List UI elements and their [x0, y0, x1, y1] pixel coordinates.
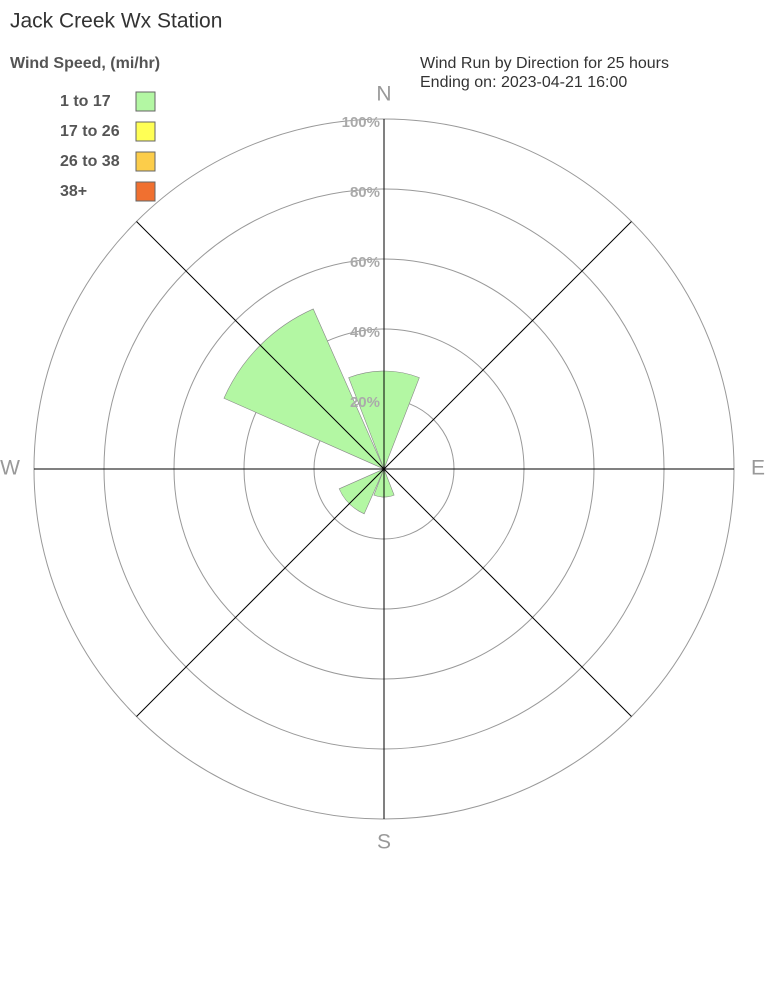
legend-label: 17 to 26	[60, 123, 120, 140]
r-tick-label: 80%	[350, 184, 380, 201]
legend-swatch	[135, 121, 156, 142]
spoke	[136, 468, 385, 717]
direction-label: N	[376, 83, 391, 106]
legend-swatch	[135, 91, 156, 112]
chart-subtitle: Wind Run by Direction for 25 hours	[420, 55, 669, 72]
r-tick-label: 60%	[350, 254, 380, 271]
spoke	[383, 221, 632, 470]
legend-label: 38+	[60, 183, 87, 200]
chart-subtitle: Ending on: 2023-04-21 16:00	[420, 74, 627, 91]
chart-title: Jack Creek Wx Station	[10, 10, 222, 33]
r-tick-label: 100%	[342, 114, 380, 131]
legend-label: 26 to 38	[60, 153, 120, 170]
legend-swatch	[135, 181, 156, 202]
r-tick-label: 20%	[350, 394, 380, 411]
legend-title: Wind Speed, (mi/hr)	[10, 55, 160, 72]
legend-swatch	[135, 151, 156, 172]
r-tick-label: 40%	[350, 324, 380, 341]
direction-label: E	[751, 457, 765, 480]
spoke	[383, 468, 632, 717]
direction-label: S	[377, 831, 391, 854]
spoke	[136, 221, 385, 470]
legend-label: 1 to 17	[60, 93, 111, 110]
direction-label: W	[0, 457, 20, 480]
